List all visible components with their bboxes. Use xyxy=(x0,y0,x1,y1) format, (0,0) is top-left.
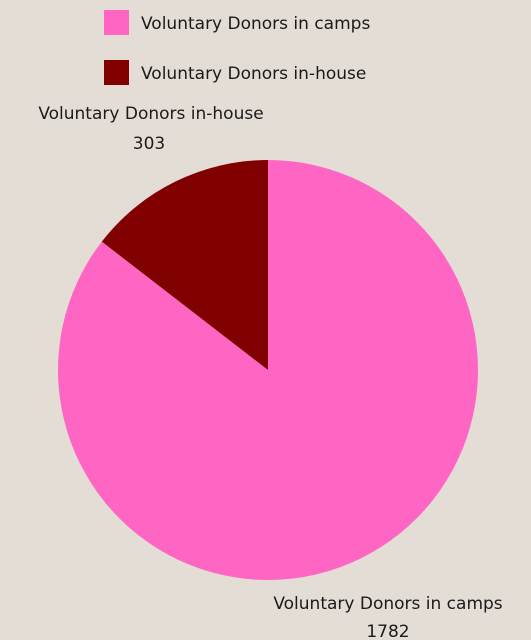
pie-slices xyxy=(58,160,479,580)
legend-swatch-camps xyxy=(104,10,129,35)
legend-item-in-house: Voluntary Donors in-house xyxy=(104,60,366,85)
legend-label-camps: Voluntary Donors in camps xyxy=(141,14,370,34)
data-label-camps-value: 1782 xyxy=(366,622,409,640)
legend-label-in-house: Voluntary Donors in-house xyxy=(141,64,366,84)
legend-item-camps: Voluntary Donors in camps xyxy=(104,10,370,35)
data-label-in-house-name: Voluntary Donors in-house xyxy=(38,104,263,124)
data-labels: Voluntary Donors in-house 303 Voluntary … xyxy=(38,104,502,640)
legend: Voluntary Donors in camps Voluntary Dono… xyxy=(104,10,370,85)
data-label-in-house-value: 303 xyxy=(133,134,165,154)
legend-swatch-in-house xyxy=(104,60,129,85)
data-label-camps-name: Voluntary Donors in camps xyxy=(273,594,502,614)
pie-slice-in-house xyxy=(101,160,268,370)
pie-slice-camps xyxy=(58,160,479,580)
